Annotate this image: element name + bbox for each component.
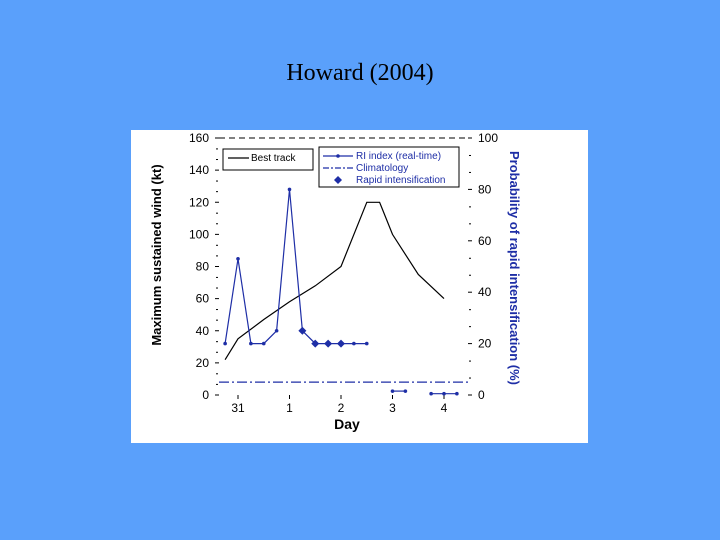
y-left-tick-label: 20 [196,356,210,370]
best-track-line [224,201,445,361]
slide-title: Howard (2004) [286,60,434,86]
y-right-tick-label: 40 [478,285,492,299]
legend-swatch-ri-marker [336,154,340,158]
y-left-tick-label: 0 [202,388,209,402]
y-left-tick-label: 60 [196,292,210,306]
y-axis-label-left: Maximum sustained wind (kt) [149,164,164,345]
rapid-intensification-marker [298,326,307,335]
x-tick-label: 31 [231,401,245,415]
legend-swatch-rapid-intensification [334,176,342,184]
ri-index-marker [223,341,227,346]
y-right-tick-label: 20 [478,337,492,351]
ri-index-marker [274,328,279,333]
series-group [219,187,468,396]
y-right-tick-label: 80 [478,182,492,196]
ri-index-marker [287,187,292,192]
ri-index-marker [390,389,395,393]
y-left-tick-label: 140 [189,163,209,177]
x-tick-label: 1 [286,401,293,415]
legend-label-rapid-intensification: Rapid intensification [356,175,446,186]
ri-index-marker [352,341,356,346]
y-axis-label-right: Probability of rapid intensification (%) [507,151,522,385]
ri-index-marker [455,391,459,396]
axes-group: 0 20 40 60 80 100 120 140 160 0 20 40 60 80 100 31 1 2 3 4 [189,131,498,415]
y-left-tick-label: 80 [196,260,210,274]
legend-label-best-track: Best track [251,153,296,164]
x-tick-label: 3 [389,401,396,415]
x-tick-label: 4 [441,401,448,415]
y-right-tick-label: 60 [478,234,492,248]
legend-box-best-track [222,148,314,171]
ri-index-marker [429,391,433,396]
ri-index-marker [249,341,253,346]
y-left-tick-label: 100 [189,227,209,241]
rapid-intensification-marker [311,339,320,348]
figure-panel: 0 20 40 60 80 100 120 140 160 0 20 40 60 80 100 31 1 2 3 4 … [131,130,588,443]
y-left-tick-label: 120 [189,195,209,209]
y-right-tick-label: 0 [478,388,485,402]
ri-index-marker [261,341,266,346]
legend-label-climatology: Climatology [356,163,408,174]
legend-label-ri-index: RI index (real-time) [356,151,441,162]
x-axis-label: Day [334,416,360,432]
legend-box-ri [318,146,460,188]
y-left-tick-label: 160 [189,131,209,145]
x-tick-label: 2 [338,401,345,415]
rapid-intensification-marker [337,339,345,348]
ri-index-marker [442,391,446,396]
y-left-tick-label: 40 [196,324,210,338]
y-right-tick-label: 100 [478,131,498,145]
ri-index-marker [364,341,369,346]
rapid-intensification-marker [324,339,333,348]
ri-index-marker [236,256,240,261]
ri-index-marker [403,389,408,393]
legend-group: Best track RI index (real-time)Climatolog… [222,146,460,188]
ri-index-line [224,189,367,345]
